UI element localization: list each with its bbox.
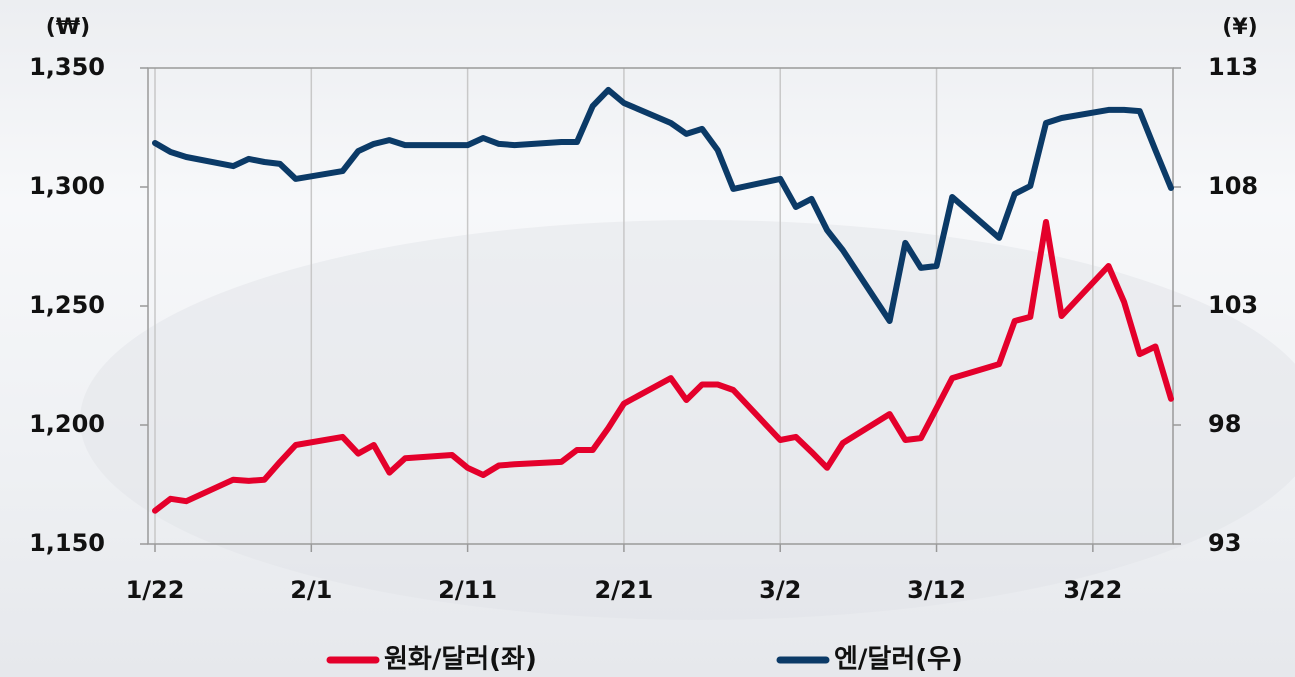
x-tick-label: 3/2 <box>759 576 801 604</box>
y2-tick-label: 108 <box>1208 172 1258 200</box>
x-tick-label: 1/22 <box>126 576 185 604</box>
y2-tick-label: 103 <box>1208 291 1258 319</box>
y-tick-label: 1,250 <box>29 291 105 319</box>
y-tick-label: 1,150 <box>29 529 105 557</box>
x-tick-label: 2/21 <box>594 576 653 604</box>
y-tick-label: 1,200 <box>29 410 105 438</box>
y2-tick-label: 93 <box>1208 529 1241 557</box>
y-tick-label: 1,350 <box>29 53 105 81</box>
legend-label: 엔/달러(우) <box>834 645 963 675</box>
background-map <box>80 220 1295 620</box>
line-series <box>152 219 1174 514</box>
y-axis-label: (₩) <box>46 15 90 40</box>
y2-tick-label: 113 <box>1208 53 1258 81</box>
legend: 원화/달러(좌) 엔/달러(우) <box>326 645 963 675</box>
y2-axis-label: (¥) <box>1222 15 1257 40</box>
x-tick-label: 2/1 <box>290 576 332 604</box>
line-series <box>152 86 1174 324</box>
x-tick-label: 2/11 <box>438 576 497 604</box>
legend-label: 원화/달러(좌) <box>384 645 537 675</box>
y-tick-label: 1,300 <box>29 172 105 200</box>
x-tick-label: 3/12 <box>907 576 966 604</box>
x-tick-label: 3/22 <box>1063 576 1122 604</box>
y2-tick-label: 98 <box>1208 410 1241 438</box>
